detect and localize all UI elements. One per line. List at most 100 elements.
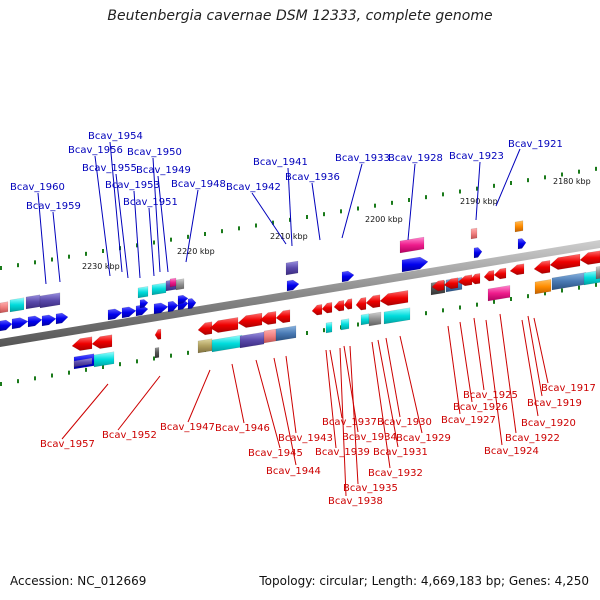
- leader-line: [329, 349, 343, 419]
- leader-line: [485, 319, 503, 446]
- leader-line: [273, 357, 297, 466]
- gene-label-bcav-1941[interactable]: Bcav_1941: [253, 157, 308, 168]
- gene-label-bcav-1950[interactable]: Bcav_1950: [127, 147, 182, 158]
- gene-feature: [443, 277, 459, 290]
- gene-label-bcav-1920[interactable]: Bcav_1920: [521, 418, 576, 429]
- gene-feature: [401, 256, 429, 273]
- scale-tick: [561, 288, 563, 293]
- gene-feature: [355, 297, 367, 311]
- gene-label-bcav-1951[interactable]: Bcav_1951: [123, 197, 178, 208]
- scale-tick: [221, 229, 223, 234]
- reverse-gene-labels: Bcav_1917 Bcav_1919 Bcav_1920 Bcav_1922 …: [40, 383, 596, 507]
- gene-feature: [139, 299, 149, 309]
- gene-label-bcav-1937[interactable]: Bcav_1937: [322, 417, 377, 428]
- gene-feature: [341, 270, 355, 283]
- gene-label-bcav-1949[interactable]: Bcav_1949: [136, 165, 191, 176]
- leader-line: [148, 207, 155, 277]
- gene-feature: [27, 315, 43, 328]
- gene-label-bcav-1923[interactable]: Bcav_1923: [449, 151, 504, 162]
- gene-label-bcav-1925[interactable]: Bcav_1925: [463, 390, 518, 401]
- scale-label-2200: 2200 kbp: [365, 215, 403, 224]
- gene-label-bcav-1948[interactable]: Bcav_1948: [171, 179, 226, 190]
- gene-feature: [154, 347, 160, 359]
- gene-feature: [137, 286, 149, 299]
- gene-label-bcav-1919[interactable]: Bcav_1919: [527, 398, 582, 409]
- gene-label-bcav-1957[interactable]: Bcav_1957: [40, 439, 95, 450]
- gene-label-bcav-1944[interactable]: Bcav_1944: [266, 466, 321, 477]
- gene-label-bcav-1922[interactable]: Bcav_1922: [505, 433, 560, 444]
- scale-tick: [510, 297, 512, 301]
- gene-feature: [209, 317, 239, 333]
- gene-label-bcav-1931[interactable]: Bcav_1931: [373, 447, 428, 458]
- gene-label-bcav-1928[interactable]: Bcav_1928: [388, 153, 443, 164]
- gene-label-bcav-1959[interactable]: Bcav_1959: [26, 201, 81, 212]
- gene-feature: [379, 290, 409, 306]
- gene-feature: [368, 311, 382, 327]
- gene-label-bcav-1921[interactable]: Bcav_1921: [508, 139, 563, 150]
- gene-label-bcav-1942[interactable]: Bcav_1942: [226, 182, 281, 193]
- gene-label-bcav-1952[interactable]: Bcav_1952: [102, 430, 157, 441]
- leader-line: [371, 341, 391, 469]
- scale-ticks: [0, 166, 597, 386]
- gene-label-bcav-1954[interactable]: Bcav_1954: [88, 131, 143, 142]
- gene-feature: [73, 357, 93, 368]
- leader-line: [231, 363, 245, 424]
- gene-feature: [169, 277, 177, 288]
- gene-feature: [431, 279, 445, 292]
- gene-feature: [197, 338, 213, 354]
- gene-label-bcav-1932[interactable]: Bcav_1932: [368, 468, 423, 479]
- scale-tick: [527, 294, 529, 299]
- gene-label-bcav-1960[interactable]: Bcav_1960: [10, 182, 65, 193]
- scale-tick: [170, 237, 172, 242]
- gene-label-bcav-1930[interactable]: Bcav_1930: [377, 417, 432, 428]
- scale-tick: [340, 209, 342, 214]
- gene-label-bcav-1927[interactable]: Bcav_1927: [441, 415, 496, 426]
- scale-tick: [442, 192, 444, 197]
- topology-label: Topology: circular; Length: 4,669,183 bp…: [259, 574, 589, 588]
- gene-label-bcav-1924[interactable]: Bcav_1924: [484, 446, 539, 457]
- gene-feature: [121, 306, 137, 319]
- scale-tick: [0, 382, 2, 386]
- chromosome-backbone: [0, 240, 600, 347]
- gene-label-bcav-1939[interactable]: Bcav_1939: [315, 447, 370, 458]
- gene-label-bcav-1955[interactable]: Bcav_1955: [82, 163, 137, 174]
- gene-label-bcav-1946[interactable]: Bcav_1946: [215, 423, 270, 434]
- gene-feature: [551, 272, 587, 291]
- gene-label-bcav-1945[interactable]: Bcav_1945: [248, 448, 303, 459]
- gene-label-bcav-1956[interactable]: Bcav_1956: [68, 145, 123, 156]
- gene-label-bcav-1935[interactable]: Bcav_1935: [343, 483, 398, 494]
- gene-label-bcav-1929[interactable]: Bcav_1929: [396, 433, 451, 444]
- leader-line: [187, 369, 211, 423]
- leader-line: [251, 192, 287, 245]
- gene-label-bcav-1933[interactable]: Bcav_1933: [335, 153, 390, 164]
- scale-tick: [425, 311, 427, 316]
- gene-label-bcav-1953[interactable]: Bcav_1953: [105, 180, 160, 191]
- gene-label-bcav-1934[interactable]: Bcav_1934: [342, 432, 397, 443]
- gene-feature: [93, 351, 115, 368]
- gene-label-bcav-1926[interactable]: Bcav_1926: [453, 402, 508, 413]
- gene-label-bcav-1947[interactable]: Bcav_1947: [160, 422, 215, 433]
- leader-line: [109, 141, 123, 273]
- gene-label-bcav-1938[interactable]: Bcav_1938: [328, 496, 383, 507]
- gene-label-bcav-1936[interactable]: Bcav_1936: [285, 172, 340, 183]
- leader-line: [447, 325, 461, 415]
- gene-label-bcav-1943[interactable]: Bcav_1943: [278, 433, 333, 444]
- gene-feature: [153, 302, 169, 315]
- gene-feature: [41, 314, 57, 327]
- gene-label-bcav-1917[interactable]: Bcav_1917: [541, 383, 596, 394]
- gene-feature: [11, 317, 29, 330]
- gene-feature: [595, 266, 600, 280]
- scale-label-2230: 2230 kbp: [82, 262, 120, 271]
- leader-line: [521, 319, 539, 417]
- scale-tick: [102, 365, 104, 369]
- scale-tick: [595, 166, 597, 171]
- gene-feature: [579, 250, 600, 265]
- scale-tick: [578, 169, 580, 174]
- leader-line: [499, 313, 517, 434]
- scale-tick: [136, 359, 138, 364]
- scale-tick: [408, 198, 410, 202]
- scale-tick: [476, 186, 478, 191]
- scale-tick: [119, 362, 121, 367]
- scale-tick: [0, 266, 2, 270]
